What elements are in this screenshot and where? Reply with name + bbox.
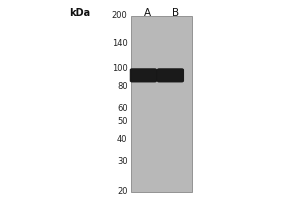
Text: kDa: kDa: [69, 8, 90, 18]
Text: 50: 50: [117, 117, 128, 126]
Text: 30: 30: [117, 157, 128, 166]
Bar: [130, 16, 192, 192]
FancyBboxPatch shape: [157, 68, 184, 82]
Text: 200: 200: [112, 11, 127, 21]
Text: 80: 80: [117, 82, 128, 91]
Text: A: A: [144, 8, 152, 18]
FancyBboxPatch shape: [130, 68, 157, 82]
Text: B: B: [172, 8, 179, 18]
Text: 20: 20: [117, 188, 128, 196]
Text: 40: 40: [117, 135, 128, 144]
Text: 60: 60: [117, 104, 128, 113]
Text: 140: 140: [112, 39, 127, 48]
Text: 100: 100: [112, 64, 127, 73]
